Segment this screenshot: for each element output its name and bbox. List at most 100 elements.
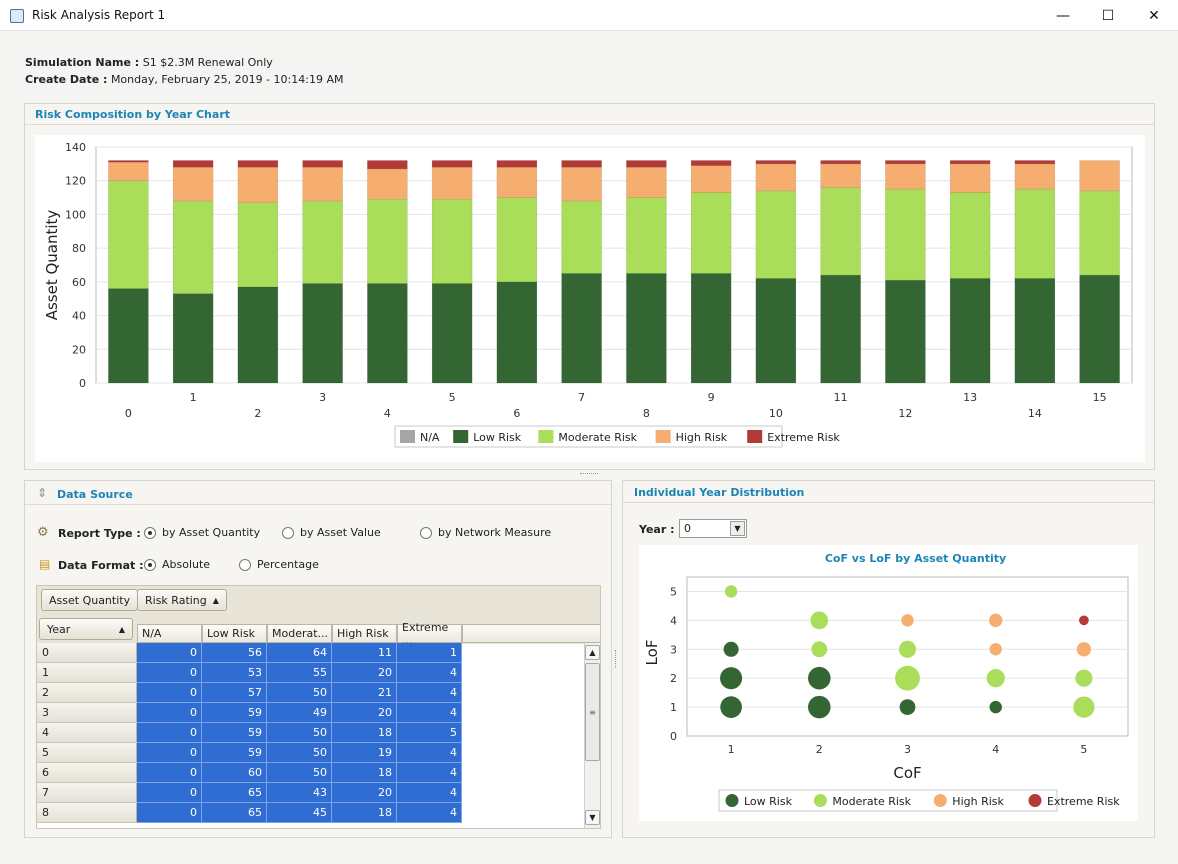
option-label: by Network Measure <box>438 526 552 539</box>
table-cell[interactable]: 4 <box>397 663 462 683</box>
bubble-point <box>1079 615 1089 626</box>
table-cell[interactable]: 65 <box>202 783 267 803</box>
table-cell[interactable]: 0 <box>137 683 202 703</box>
row-header[interactable]: 1 <box>37 663 137 683</box>
table-cell[interactable]: 21 <box>332 683 397 703</box>
table-cell[interactable]: 11 <box>332 643 397 663</box>
risk-rating-label: Risk Rating <box>145 593 207 607</box>
panel-divider <box>25 504 611 505</box>
table-cell[interactable]: 0 <box>137 643 202 663</box>
maximize-button[interactable]: ☐ <box>1101 7 1115 24</box>
report-type-network-measure[interactable]: by Network Measure <box>420 526 551 539</box>
bar-segment <box>755 190 797 279</box>
scatter-chart-area: CoF vs LoF by Asset Quantity 0 1 2 3 4 5 1 2 3 4 5 C… <box>639 545 1138 821</box>
table-cell[interactable]: 0 <box>137 703 202 723</box>
column-header[interactable]: Extreme ... <box>397 621 462 647</box>
table-cell[interactable]: 50 <box>267 723 332 743</box>
year-field-button[interactable]: Year ▲ <box>39 618 133 640</box>
report-type-asset-value[interactable]: by Asset Value <box>282 526 381 539</box>
table-cell[interactable]: 59 <box>202 743 267 763</box>
report-type-asset-quantity[interactable]: by Asset Quantity <box>144 526 260 539</box>
y-axis-title: LoF <box>643 640 661 666</box>
x-tick-label: 13 <box>963 391 977 404</box>
x-tick-label: 6 <box>513 407 520 420</box>
table-cell[interactable]: 20 <box>332 663 397 683</box>
radio-icon[interactable] <box>144 526 156 539</box>
table-cell[interactable]: 18 <box>332 763 397 783</box>
column-header[interactable]: Low Risk <box>202 624 267 643</box>
table-cell[interactable]: 65 <box>202 803 267 823</box>
year-select[interactable]: 0 ▼ <box>679 519 747 538</box>
row-header[interactable]: 2 <box>37 683 137 703</box>
group-risk-rating-button[interactable]: Risk Rating ▲ <box>137 589 227 611</box>
table-cell[interactable]: 60 <box>202 763 267 783</box>
horizontal-splitter-grip[interactable] <box>580 473 598 476</box>
column-header[interactable]: High Risk <box>332 624 397 643</box>
table-cell[interactable]: 19 <box>332 743 397 763</box>
table-cell[interactable]: 49 <box>267 703 332 723</box>
bar-segment <box>1014 188 1056 279</box>
radio-icon[interactable] <box>144 558 156 571</box>
table-cell[interactable]: 45 <box>267 803 332 823</box>
table-cell[interactable]: 1 <box>397 643 462 663</box>
vertical-splitter-grip[interactable] <box>615 650 618 668</box>
table-cell[interactable]: 0 <box>137 663 202 683</box>
table-cell[interactable]: 53 <box>202 663 267 683</box>
row-header[interactable]: 3 <box>37 703 137 723</box>
table-cell[interactable]: 55 <box>267 663 332 683</box>
bar-segment <box>496 281 538 384</box>
table-cell[interactable]: 57 <box>202 683 267 703</box>
bubble-point <box>986 669 1005 688</box>
table-cell[interactable]: 4 <box>397 683 462 703</box>
minimize-button[interactable]: — <box>1056 7 1070 24</box>
close-button[interactable]: ✕ <box>1148 7 1160 24</box>
table-cell[interactable]: 50 <box>267 683 332 703</box>
table-cell[interactable]: 4 <box>397 763 462 783</box>
row-header[interactable]: 5 <box>37 743 137 763</box>
table-cell[interactable]: 0 <box>137 743 202 763</box>
scroll-thumb[interactable]: ≡ <box>585 663 600 761</box>
data-format-absolute[interactable]: Absolute <box>144 558 210 571</box>
table-cell[interactable]: 0 <box>137 723 202 743</box>
table-cell[interactable]: 56 <box>202 643 267 663</box>
table-cell[interactable]: 18 <box>332 723 397 743</box>
collapse-arrows-icon[interactable]: ⇕ <box>37 486 48 500</box>
table-cell[interactable]: 4 <box>397 783 462 803</box>
bar-segment <box>885 188 926 281</box>
table-cell[interactable]: 59 <box>202 703 267 723</box>
data-format-percentage[interactable]: Percentage <box>239 558 319 571</box>
y-tick-label: 80 <box>72 242 86 255</box>
vertical-scrollbar[interactable]: ▲ ≡ ▼ <box>584 643 600 828</box>
radio-icon[interactable] <box>239 558 251 571</box>
table-cell[interactable]: 18 <box>332 803 397 823</box>
row-header[interactable]: 4 <box>37 723 137 743</box>
table-cell[interactable]: 0 <box>137 763 202 783</box>
table-cell[interactable]: 0 <box>137 783 202 803</box>
scroll-down-icon[interactable]: ▼ <box>585 810 600 825</box>
table-cell[interactable]: 50 <box>267 743 332 763</box>
table-cell[interactable]: 64 <box>267 643 332 663</box>
table-cell[interactable]: 4 <box>397 743 462 763</box>
column-header[interactable]: N/A <box>137 624 202 643</box>
row-header[interactable]: 6 <box>37 763 137 783</box>
table-cell[interactable]: 4 <box>397 803 462 823</box>
y-tick-label: 140 <box>65 141 86 154</box>
table-cell[interactable]: 20 <box>332 703 397 723</box>
scroll-up-icon[interactable]: ▲ <box>585 645 600 660</box>
radio-icon[interactable] <box>420 526 432 539</box>
table-cell[interactable]: 20 <box>332 783 397 803</box>
table-cell[interactable]: 59 <box>202 723 267 743</box>
legend-label: Moderate Risk <box>832 795 911 808</box>
row-header[interactable]: 7 <box>37 783 137 803</box>
table-cell[interactable]: 0 <box>137 803 202 823</box>
group-asset-quantity-button[interactable]: Asset Quantity <box>41 589 139 611</box>
table-cell[interactable]: 43 <box>267 783 332 803</box>
chevron-down-icon[interactable]: ▼ <box>730 521 745 536</box>
row-header[interactable]: 8 <box>37 803 137 823</box>
table-cell[interactable]: 50 <box>267 763 332 783</box>
table-cell[interactable]: 4 <box>397 703 462 723</box>
table-cell[interactable]: 5 <box>397 723 462 743</box>
row-header[interactable]: 0 <box>37 643 137 663</box>
radio-icon[interactable] <box>282 526 294 539</box>
column-header[interactable]: Moderat... <box>267 624 332 643</box>
